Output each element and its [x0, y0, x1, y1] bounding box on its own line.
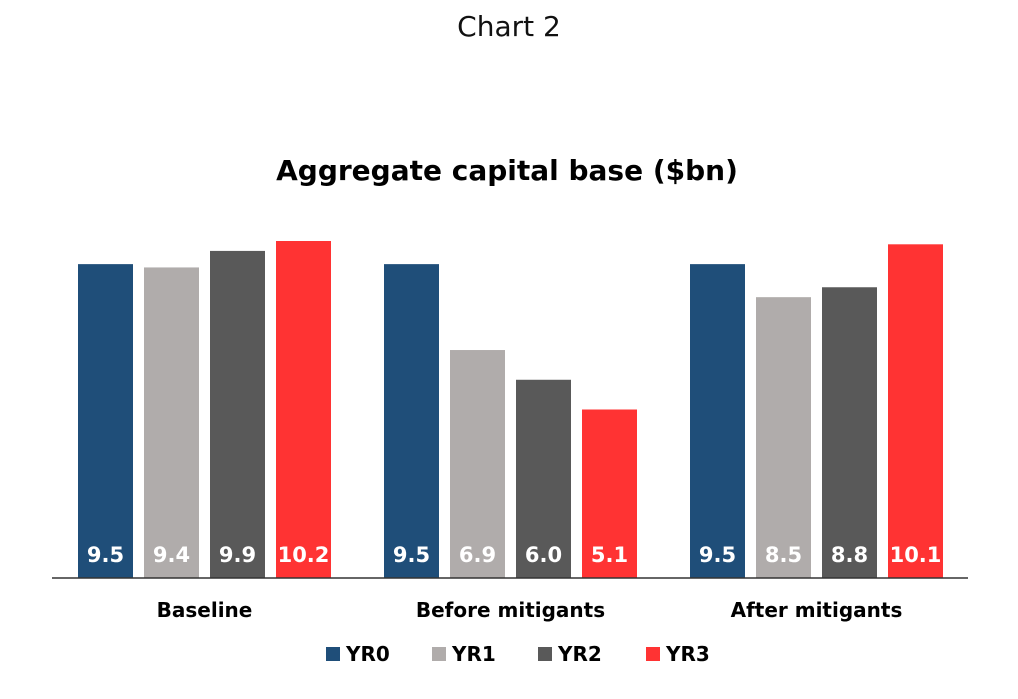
legend-label-yr1: YR1: [451, 642, 496, 666]
chart-title: Aggregate capital base ($bn): [276, 154, 738, 187]
bars-group: [78, 241, 943, 579]
legend-swatch-yr3: [646, 647, 660, 661]
value-label: 8.5: [765, 543, 802, 567]
legend: YR0 YR1 YR2 YR3: [326, 642, 710, 666]
bar-yr2-3: [822, 287, 877, 578]
legend-label-yr2: YR2: [557, 642, 602, 666]
bar-yr2-2: [516, 379, 571, 578]
value-label: 5.1: [591, 543, 628, 567]
category-label: Before mitigants: [416, 598, 605, 622]
value-label: 9.9: [219, 543, 256, 567]
value-label: 6.0: [525, 543, 562, 567]
category-labels-group: Baseline Before mitigants After mitigants: [157, 598, 903, 622]
value-label: 9.5: [699, 543, 736, 567]
bar-yr3-1: [276, 241, 331, 578]
category-label: After mitigants: [731, 598, 903, 622]
bar-yr3-3: [888, 244, 943, 578]
legend-swatch-yr1: [432, 647, 446, 661]
legend-label-yr3: YR3: [665, 642, 710, 666]
legend-label-yr0: YR0: [345, 642, 390, 666]
value-label: 9.4: [153, 543, 190, 567]
bar-yr1-1: [144, 267, 199, 578]
bar-yr2-1: [210, 250, 265, 579]
bar-yr1-3: [756, 297, 811, 578]
bar-yr3-2: [582, 409, 637, 578]
page-title: Chart 2: [457, 10, 561, 43]
legend-swatch-yr2: [538, 647, 552, 661]
value-labels-group: 9.5 9.4 9.9 10.2 9.5 6.9 6.0 5.1 9.5 8.5 8.8 10.1: [87, 543, 942, 567]
value-label: 8.8: [831, 543, 868, 567]
value-label: 9.5: [87, 543, 124, 567]
bar-yr0-3: [690, 264, 745, 578]
bar-yr0-1: [78, 264, 133, 578]
legend-swatch-yr0: [326, 647, 340, 661]
value-label: 6.9: [459, 543, 496, 567]
bar-yr1-2: [450, 350, 505, 578]
value-label: 9.5: [393, 543, 430, 567]
value-label: 10.2: [278, 543, 330, 567]
bar-yr0-2: [384, 264, 439, 578]
category-label: Baseline: [157, 598, 253, 622]
value-label: 10.1: [890, 543, 942, 567]
